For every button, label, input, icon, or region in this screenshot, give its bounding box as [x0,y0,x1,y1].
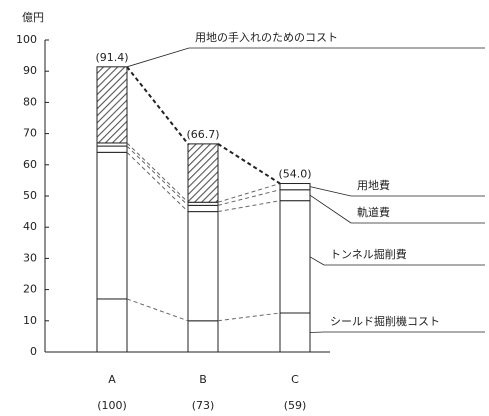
series-label: 用地の手入れのためのコスト [195,30,338,44]
index-label: (59) [284,399,307,412]
series-label: シールド掘削機コスト [330,314,440,328]
y-tick-label: 60 [23,158,37,171]
bar-segment [187,211,219,322]
bar-segment [96,145,128,153]
bar-segment [96,66,128,144]
y-tick-label: 40 [23,220,37,233]
connector [217,183,281,203]
x-tick-label: A [108,373,116,386]
connector [126,66,189,145]
leader-line [309,256,325,266]
total-label: (91.4) [95,51,128,64]
y-tick-label: 80 [23,95,37,108]
connector [126,145,189,206]
y-tick-label: 100 [16,33,37,46]
bar-segment [279,183,311,191]
connector [217,189,281,206]
series-label: 用地費 [357,178,390,192]
connector [126,151,189,212]
y-tick-label: 30 [23,251,37,264]
x-tick-label: B [199,373,207,386]
index-label: (100) [97,399,127,412]
series-label: 軌道費 [357,205,390,219]
connector [217,312,281,322]
connector [217,143,281,185]
y-tick-label: 20 [23,283,37,296]
connector [217,200,281,213]
total-label: (66.7) [186,128,219,141]
series-label: トンネル掘削費 [330,247,407,261]
x-tick-label: C [291,373,299,386]
bar-segment [187,320,219,353]
bar-segment [279,312,311,353]
bar-segment [96,298,128,353]
connector [126,142,189,203]
bar-segment [279,189,311,202]
leader-line [309,194,352,224]
bar-segment [187,143,219,203]
leader-line [309,331,325,333]
bar-segment [279,200,311,314]
bar-segment [187,204,219,213]
leader-line [126,47,190,68]
y-tick-label: 10 [23,314,37,327]
index-label: (73) [192,399,215,412]
leader-line [309,186,352,197]
y-tick-label: 0 [30,345,37,358]
y-tick-label: 90 [23,64,37,77]
y-tick-label: 50 [23,189,37,202]
y-tick-label: 70 [23,127,37,140]
connector [126,298,189,322]
total-label: (54.0) [278,168,311,181]
bar-segment [96,151,128,300]
y-axis-label: 億円 [22,11,44,24]
